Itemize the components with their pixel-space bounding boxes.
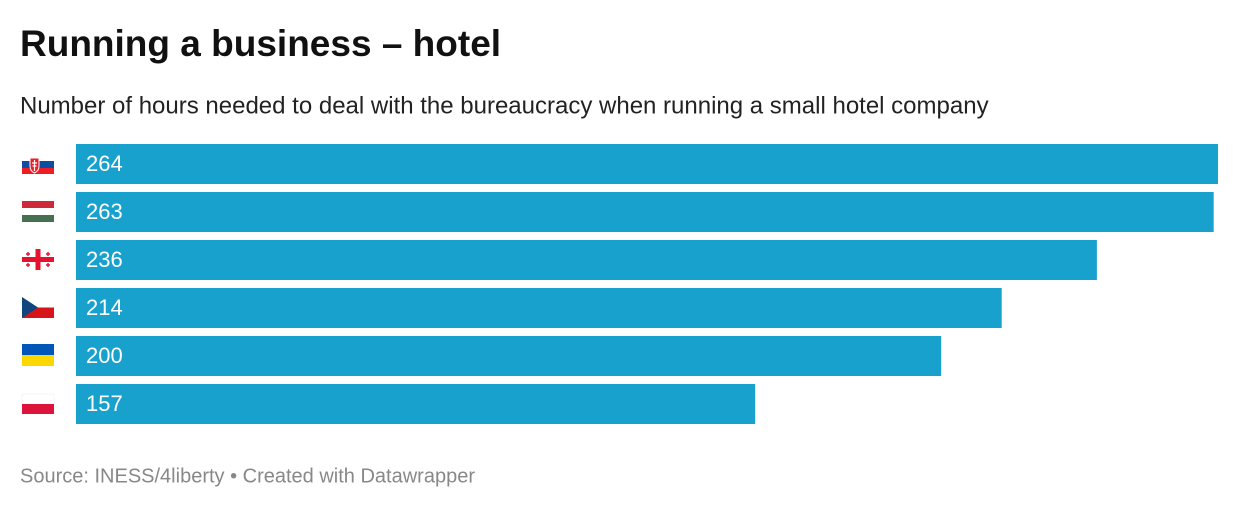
flag	[22, 297, 54, 318]
flag	[22, 344, 54, 366]
bar	[76, 336, 942, 376]
value-label: 264	[86, 151, 123, 176]
flag	[21, 393, 55, 414]
chart-title: Running a business – hotel	[20, 23, 501, 64]
value-label: 236	[86, 247, 123, 272]
flag	[22, 201, 54, 222]
bar	[76, 144, 1218, 184]
bar	[76, 384, 756, 424]
value-label: 263	[86, 199, 123, 224]
value-label: 214	[86, 295, 123, 320]
value-label: 200	[86, 343, 123, 368]
flag	[22, 249, 54, 270]
value-label: 157	[86, 391, 123, 416]
bars: 264 263 236 214 200 157	[76, 144, 1218, 424]
bar	[76, 240, 1097, 280]
chart-subtitle: Number of hours needed to deal with the …	[20, 92, 989, 119]
bar	[76, 288, 1002, 328]
flags	[21, 154, 55, 414]
source-note: Source: INESS/4liberty • Created with Da…	[20, 465, 475, 487]
bar	[76, 192, 1214, 232]
flag	[22, 154, 54, 174]
